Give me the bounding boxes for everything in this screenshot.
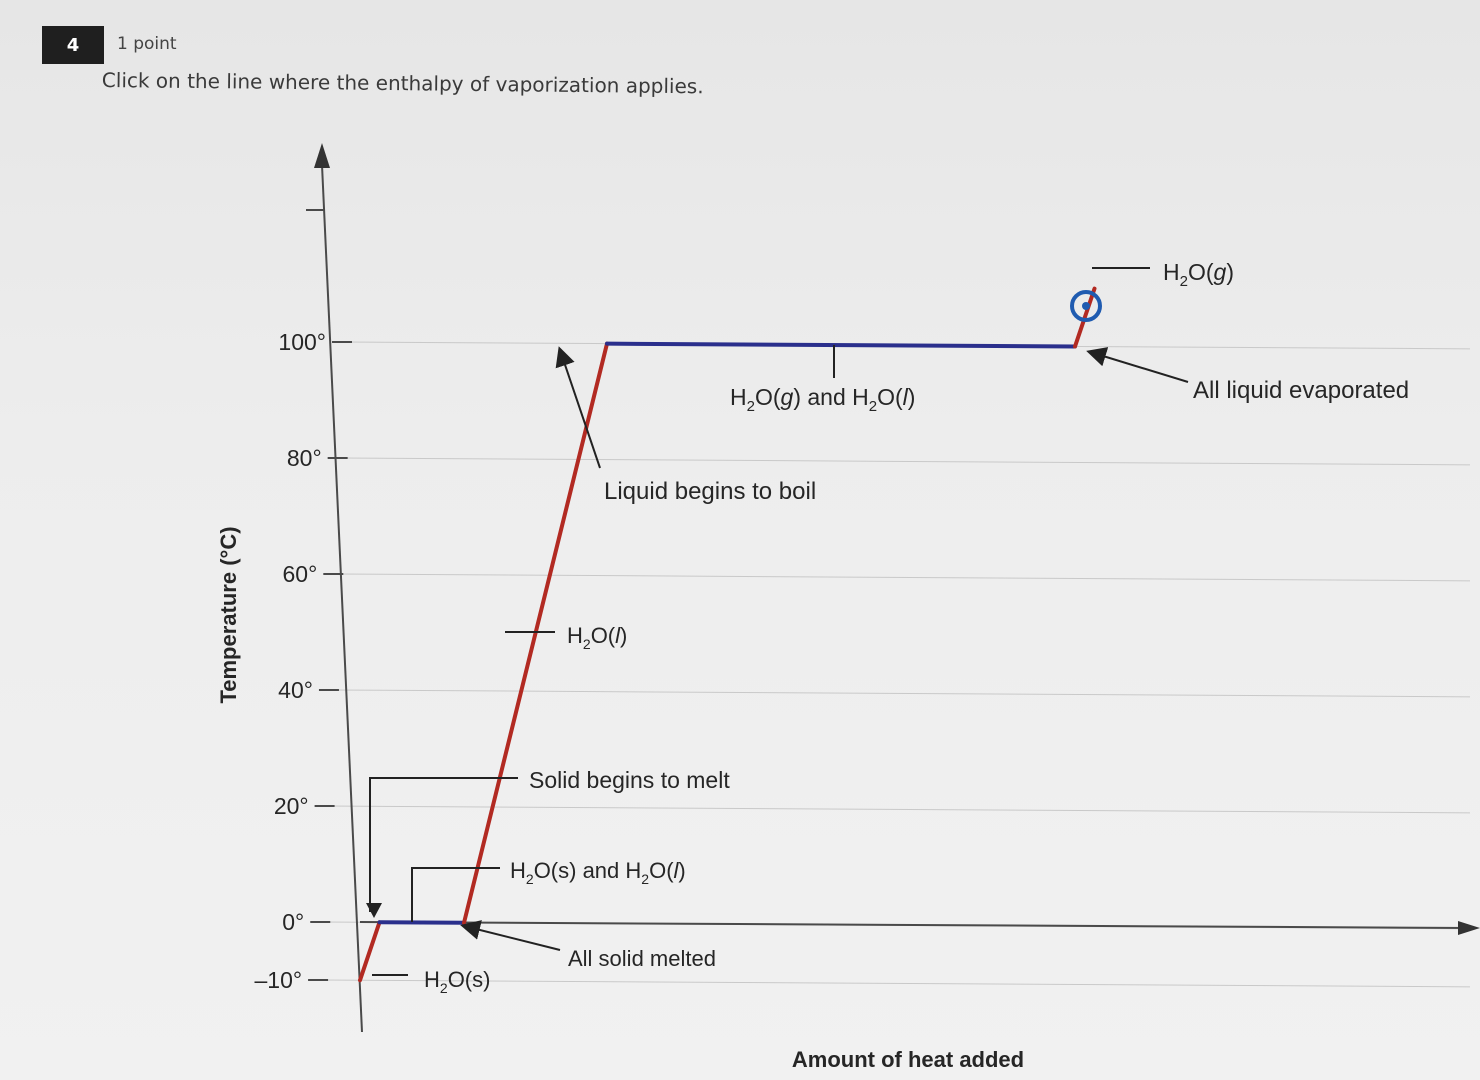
boil-arrow [555, 346, 601, 469]
selection-dot-icon [1082, 302, 1090, 310]
melt-leader-line [369, 777, 518, 912]
label-all-liquid-evaporated: All liquid evaporated [1193, 377, 1409, 404]
x-axis [359, 921, 1471, 929]
segment-gas-heating[interactable] [1073, 286, 1097, 349]
question-number: 4 [42, 26, 104, 64]
y-tick-label-2: 60° [283, 561, 318, 587]
label-gas: H2O(g) [1163, 259, 1234, 290]
y-tick-label-6: –10° [254, 967, 302, 993]
label-all-solid-melted: All solid melted [568, 946, 716, 971]
label-gas-and-liquid: H2O(g) and H2O(l) [730, 384, 915, 415]
segment-liquid-heating[interactable] [462, 341, 609, 925]
selection-marker[interactable] [1070, 290, 1102, 322]
segment-melting-plateau[interactable] [377, 920, 466, 925]
gridline-4 [328, 805, 1471, 814]
selection-ring-icon [1070, 290, 1102, 322]
y-tick-labels: 100° 80° 60° 40° 20° 0° –10° [254, 329, 352, 993]
question-points: 1 point [117, 34, 177, 54]
y-tick-label-1: 80° [287, 445, 322, 471]
label-solid: H2O(s) [424, 967, 490, 996]
y-tick-label-5: 0° [282, 909, 304, 935]
y-axis [321, 164, 363, 1033]
y-axis-label: Temperature (°C) [216, 526, 241, 703]
melted-arrow [460, 920, 561, 951]
gridline-6 [322, 979, 1471, 988]
segment-solid-heating[interactable] [358, 920, 382, 983]
solid-liquid-leader-line [411, 867, 500, 922]
label-solid-begins-to-melt: Solid begins to melt [529, 767, 730, 793]
label-solid-and-liquid: H2O(s) and H2O(l) [510, 858, 686, 887]
y-tick-label-4: 20° [274, 793, 309, 819]
gridline-2 [337, 573, 1471, 582]
label-liquid-begins-to-boil: Liquid begins to boil [604, 478, 816, 505]
heating-curve [358, 286, 1097, 983]
evaporated-arrow [1086, 347, 1189, 383]
gridline-3 [332, 689, 1471, 698]
melt-arrow-icon [366, 903, 382, 918]
y-tick-label-0: 100° [278, 329, 326, 355]
gridlines [322, 341, 1471, 988]
label-liquid: H2O(l) [567, 623, 627, 652]
y-tick-label-3: 40° [278, 677, 313, 703]
x-axis-label: Amount of heat added [792, 1047, 1024, 1072]
segment-vaporization-plateau[interactable] [605, 341, 1077, 349]
x-axis-arrow-icon [1458, 921, 1480, 935]
y-axis-arrow-icon [314, 143, 330, 168]
gridline-1 [341, 457, 1471, 466]
